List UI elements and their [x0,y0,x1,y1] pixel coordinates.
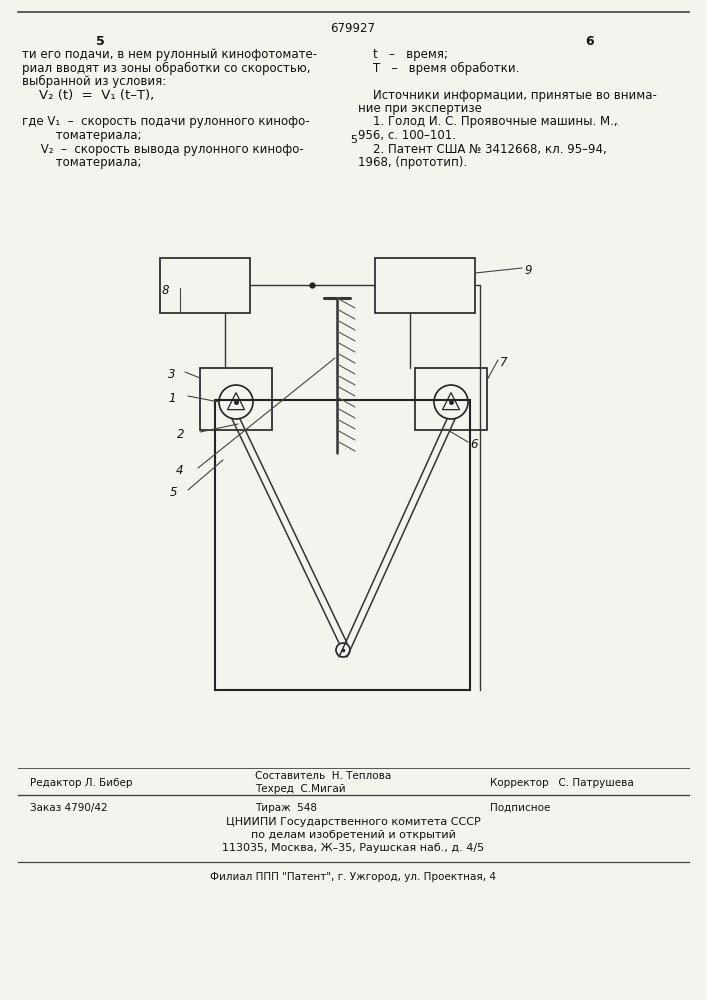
Text: t   –   время;: t – время; [358,48,448,61]
Text: 6: 6 [585,35,595,48]
Text: 1: 1 [168,391,175,404]
Text: 1968, (прототип).: 1968, (прототип). [358,156,467,169]
Text: Составитель  Н. Теплова: Составитель Н. Теплова [255,771,391,781]
Text: V₂ (t)  =  V₁ (t–T),: V₂ (t) = V₁ (t–T), [22,89,154,102]
Text: ЦНИИПИ Государственного комитета СССР: ЦНИИПИ Государственного комитета СССР [226,817,480,827]
Text: Филиал ППП "Патент", г. Ужгород, ул. Проектная, 4: Филиал ППП "Патент", г. Ужгород, ул. Про… [210,872,496,882]
Text: Источники информации, принятые во внима-: Источники информации, принятые во внима- [358,89,657,102]
Text: 5: 5 [351,135,358,145]
Text: Тираж  548: Тираж 548 [255,803,317,813]
Text: риал вводят из зоны обработки со скоростью,: риал вводят из зоны обработки со скорост… [22,62,310,75]
Text: 956, с. 100–101.: 956, с. 100–101. [358,129,456,142]
Text: 4: 4 [176,464,184,477]
Text: Корректор   С. Патрушева: Корректор С. Патрушева [490,778,633,788]
Text: 2: 2 [177,428,185,442]
Text: Заказ 4790/42: Заказ 4790/42 [30,803,107,813]
Text: Техред  С.Мигай: Техред С.Мигай [255,784,346,794]
Text: 6: 6 [470,438,477,450]
Text: 9: 9 [524,263,532,276]
Text: 679927: 679927 [330,22,375,35]
Text: 3: 3 [168,367,175,380]
Text: ние при экспертизе: ние при экспертизе [358,102,482,115]
Text: T   –   время обработки.: T – время обработки. [358,62,520,75]
Text: 2. Патент США № 3412668, кл. 95–94,: 2. Патент США № 3412668, кл. 95–94, [358,142,607,155]
Text: 7: 7 [500,356,508,368]
Text: по делам изобретений и открытий: по делам изобретений и открытий [250,830,455,840]
Text: выбранной из условия:: выбранной из условия: [22,75,166,88]
Text: 113035, Москва, Ж–35, Раушская наб., д. 4/5: 113035, Москва, Ж–35, Раушская наб., д. … [222,843,484,853]
Text: 5: 5 [95,35,105,48]
Text: Подписное: Подписное [490,803,550,813]
Text: 8: 8 [162,284,170,296]
Text: томатериала;: томатериала; [22,156,141,169]
Text: 1. Голод И. С. Проявочные машины. М.,: 1. Голод И. С. Проявочные машины. М., [358,115,618,128]
Text: V₂  –  скорость вывода рулонного кинофо-: V₂ – скорость вывода рулонного кинофо- [22,142,304,155]
Text: Редактор Л. Бибер: Редактор Л. Бибер [30,778,132,788]
Text: ти его подачи, в нем рулонный кинофотомате-: ти его подачи, в нем рулонный кинофотома… [22,48,317,61]
Text: где V₁  –  скорость подачи рулонного кинофо-: где V₁ – скорость подачи рулонного киноф… [22,115,310,128]
Text: 5: 5 [170,486,177,498]
Text: томатериала;: томатериала; [22,129,141,142]
